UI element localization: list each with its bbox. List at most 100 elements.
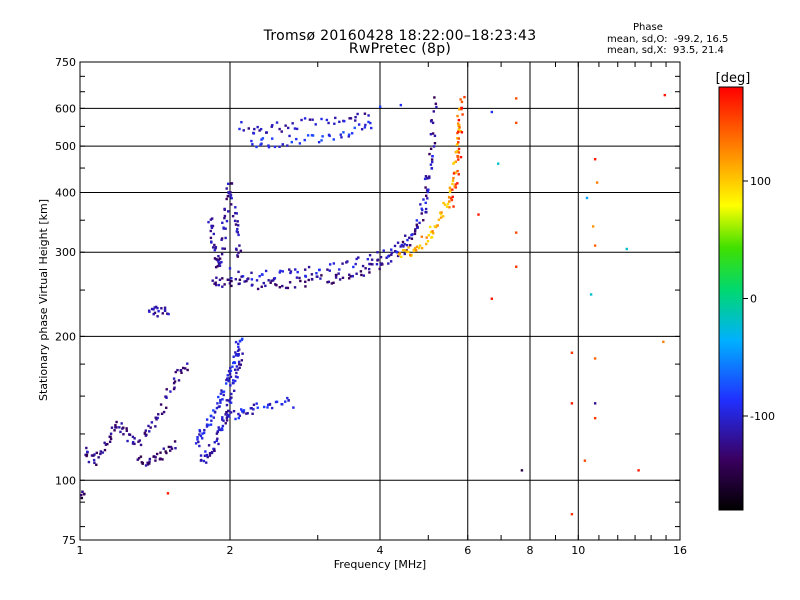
data-point	[209, 236, 213, 240]
data-point	[164, 395, 168, 398]
data-point	[226, 413, 230, 417]
data-point	[230, 392, 233, 396]
data-point	[334, 276, 338, 279]
data-point	[99, 450, 103, 453]
data-point	[216, 264, 219, 268]
data-point	[205, 425, 209, 428]
data-point	[360, 273, 363, 277]
data-point	[225, 187, 228, 190]
data-point	[146, 463, 150, 466]
data-point	[231, 214, 235, 218]
data-point	[227, 379, 230, 383]
data-point	[262, 281, 265, 285]
data-point	[160, 307, 163, 310]
data-point	[456, 114, 459, 118]
data-point	[238, 348, 241, 351]
data-point	[147, 424, 150, 428]
data-point	[229, 411, 233, 414]
data-point	[412, 248, 415, 252]
data-point	[407, 250, 410, 254]
data-point	[217, 395, 220, 399]
y-tick-label: 300	[55, 246, 76, 259]
data-point	[451, 188, 454, 191]
data-point	[430, 158, 434, 161]
data-point	[201, 432, 204, 435]
data-point	[109, 437, 113, 441]
data-point	[221, 390, 224, 394]
data-point	[133, 437, 136, 440]
data-point	[232, 409, 236, 413]
data-point	[325, 118, 329, 122]
data-point	[215, 439, 218, 442]
data-point	[229, 398, 232, 401]
data-point	[431, 121, 435, 125]
data-point	[114, 424, 117, 427]
data-point	[238, 278, 242, 281]
data-point	[242, 129, 245, 132]
data-point	[216, 258, 219, 262]
data-point	[241, 352, 244, 355]
data-point	[295, 127, 299, 131]
data-point	[205, 461, 208, 464]
data-point	[278, 127, 281, 131]
data-point	[235, 352, 238, 356]
data-point	[212, 246, 215, 249]
data-point	[228, 372, 232, 376]
data-point	[258, 129, 261, 132]
data-point	[221, 247, 224, 250]
data-point	[333, 122, 336, 125]
data-point	[289, 271, 292, 275]
data-point	[340, 136, 343, 139]
data-point	[428, 175, 431, 178]
data-point	[419, 203, 422, 206]
data-point	[85, 453, 89, 457]
data-point	[237, 251, 240, 254]
data-point	[230, 396, 233, 399]
data-point	[229, 191, 232, 194]
data-point	[304, 275, 308, 278]
data-point	[260, 285, 263, 288]
data-point	[456, 182, 459, 185]
data-point	[431, 230, 434, 233]
data-point	[256, 125, 259, 129]
data-point	[148, 460, 151, 463]
data-point	[95, 451, 99, 455]
data-point	[394, 250, 397, 253]
data-point	[280, 403, 283, 406]
data-point	[92, 458, 96, 462]
data-point	[353, 126, 356, 130]
data-point	[355, 257, 358, 261]
data-point	[347, 135, 350, 138]
y-tick-label: 400	[55, 186, 76, 199]
data-point	[214, 265, 218, 269]
data-point	[229, 194, 233, 197]
data-point	[515, 97, 518, 100]
data-point	[165, 451, 168, 455]
data-point	[348, 273, 351, 276]
data-point	[234, 368, 237, 371]
data-point	[126, 439, 129, 443]
data-point	[237, 360, 241, 364]
data-point	[109, 432, 113, 435]
data-point	[429, 120, 433, 123]
data-point	[306, 134, 310, 137]
data-point	[290, 140, 293, 144]
data-point	[399, 103, 403, 107]
data-point	[425, 211, 428, 214]
data-point	[399, 255, 403, 259]
data-point	[217, 255, 220, 258]
data-point	[85, 446, 88, 450]
data-point	[99, 452, 102, 456]
data-point	[570, 513, 574, 516]
data-point	[424, 201, 427, 205]
data-point	[457, 151, 461, 154]
data-point	[234, 211, 237, 215]
data-point	[431, 132, 435, 135]
data-point	[405, 243, 409, 247]
data-point	[103, 448, 107, 452]
data-point	[143, 431, 147, 435]
data-point	[226, 195, 230, 198]
data-point	[593, 416, 597, 420]
data-point	[217, 442, 220, 446]
data-point	[136, 458, 139, 461]
